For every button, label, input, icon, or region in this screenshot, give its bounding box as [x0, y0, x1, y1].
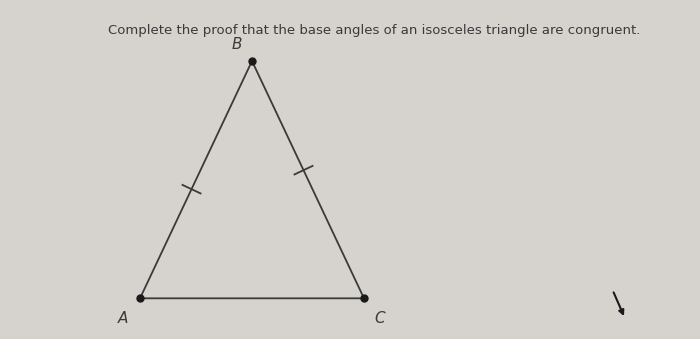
Text: A: A	[118, 311, 127, 326]
Text: Complete the proof that the base angles of an isosceles triangle are congruent.: Complete the proof that the base angles …	[108, 24, 641, 37]
Text: B: B	[231, 37, 242, 52]
Text: C: C	[374, 311, 385, 326]
